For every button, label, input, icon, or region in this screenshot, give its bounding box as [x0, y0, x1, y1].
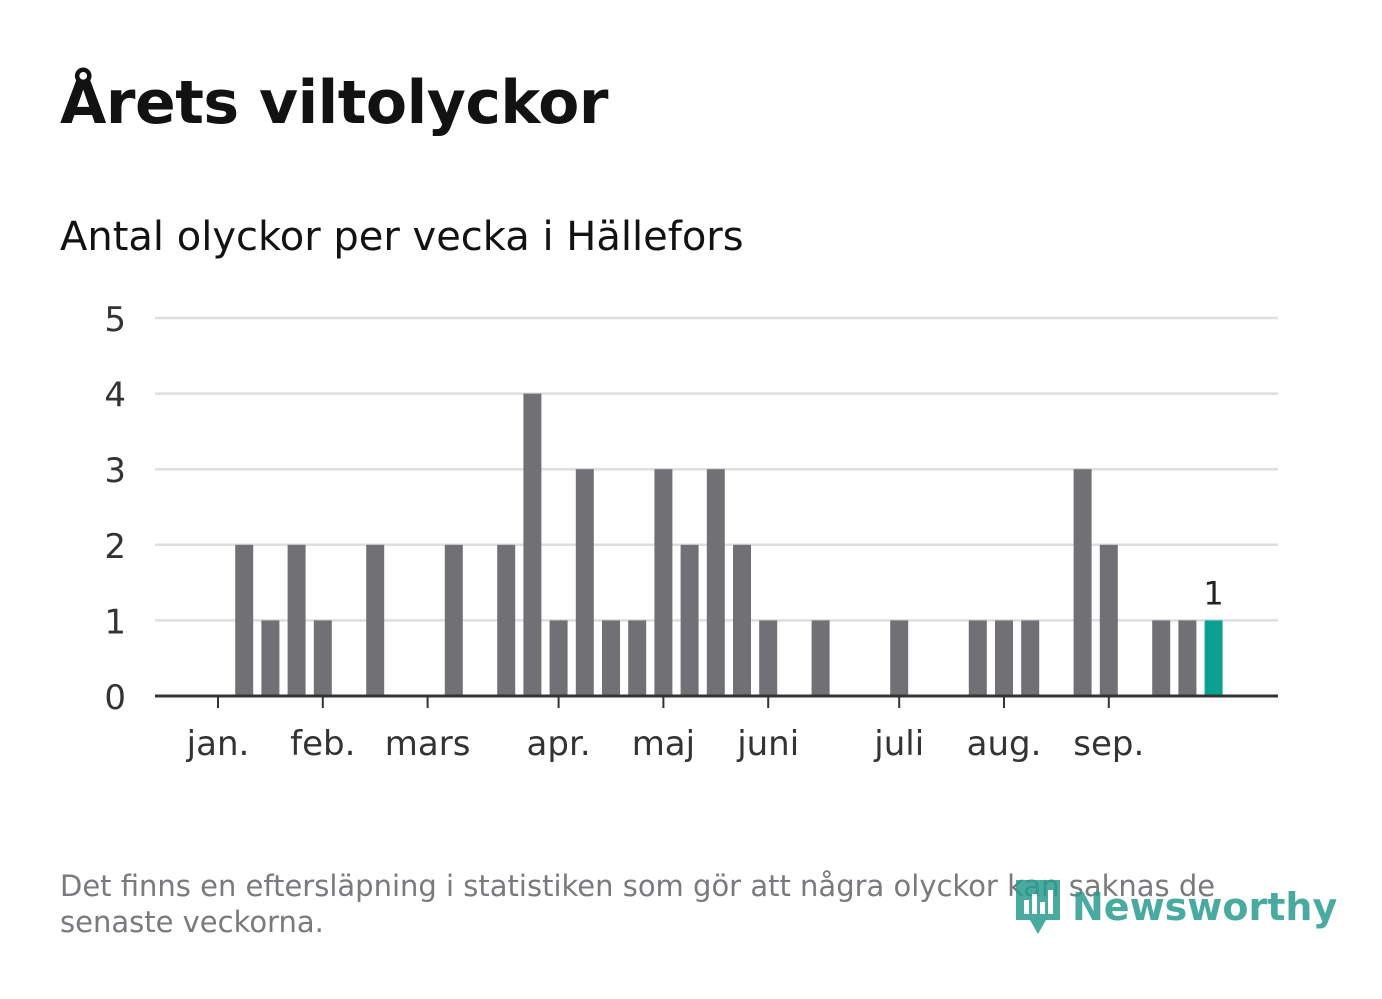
brand-logo: Newsworthy: [1012, 876, 1337, 938]
chart-subtitle: Antal olyckor per vecka i Hällefors: [60, 214, 744, 260]
bar: [366, 544, 385, 696]
bar: [575, 469, 594, 696]
bar: [654, 469, 673, 696]
y-tick-label: 0: [104, 678, 126, 718]
y-tick-label: 3: [104, 451, 126, 491]
x-tick-label: feb.: [290, 724, 355, 764]
x-tick-label: apr.: [527, 724, 591, 764]
bar: [444, 544, 463, 696]
x-tick-label: juli: [873, 724, 924, 764]
bar: [1152, 620, 1171, 696]
newsworthy-logo-icon: [1016, 880, 1060, 934]
x-tick-label: sep.: [1073, 724, 1144, 764]
bar: [261, 620, 280, 696]
highlight-value-label: 1: [1203, 574, 1223, 612]
x-tick-label: juni: [736, 724, 799, 764]
bar: [549, 620, 568, 696]
bar: [602, 620, 620, 696]
bar: [1021, 620, 1040, 696]
x-tick-label: mars: [385, 724, 471, 764]
y-tick-label: 4: [104, 376, 126, 416]
brand-name: Newsworthy: [1072, 885, 1338, 929]
bar: [1099, 544, 1118, 696]
bar: [235, 544, 254, 696]
bar: [811, 620, 830, 696]
chart-title: Årets viltolyckor: [60, 68, 609, 138]
bar: [1073, 469, 1092, 696]
bar-highlight: [1204, 620, 1223, 696]
bar: [733, 544, 751, 696]
bar: [890, 620, 909, 696]
bar: [1178, 620, 1197, 696]
bar: [313, 620, 332, 696]
y-tick-label: 1: [104, 602, 126, 642]
x-tick-label: jan.: [186, 724, 250, 764]
bar: [523, 393, 542, 696]
bar: [680, 544, 699, 696]
bar: [497, 544, 516, 696]
bar: [995, 620, 1013, 696]
y-tick-label: 2: [104, 527, 126, 567]
bar: [706, 469, 725, 696]
bar: [968, 620, 987, 696]
bar: [759, 620, 778, 696]
y-tick-label: 5: [104, 300, 126, 340]
x-tick-label: maj: [632, 724, 695, 764]
bar: [287, 544, 306, 696]
bar: [628, 620, 647, 696]
x-tick-label: aug.: [967, 724, 1042, 764]
